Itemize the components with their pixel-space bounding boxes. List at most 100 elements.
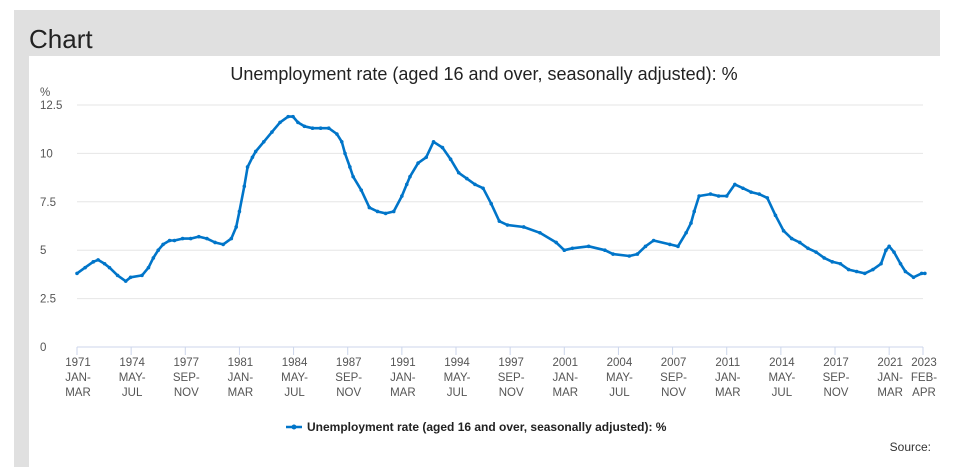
x-tick-year: 1977 (173, 357, 199, 369)
x-tick-year: 1971 (65, 357, 91, 369)
data-point (903, 269, 908, 274)
x-tick-period: NOV (336, 387, 361, 399)
data-point (773, 213, 778, 218)
chart-panel (29, 56, 962, 467)
data-point (310, 126, 315, 131)
data-point (814, 250, 818, 254)
data-point (887, 244, 891, 249)
x-tick-period: SEP- (335, 372, 362, 384)
data-point (400, 194, 404, 198)
x-tick-period: NOV (824, 387, 849, 399)
data-point (838, 261, 843, 266)
data-point (911, 275, 916, 280)
data-point (245, 165, 250, 169)
data-point (871, 267, 875, 272)
data-point (822, 256, 826, 260)
y-tick-label: 12.5 (40, 100, 62, 112)
data-point (146, 265, 151, 270)
data-point (798, 240, 802, 245)
x-tick-period: SEP- (498, 372, 525, 384)
x-tick-year: 2017 (823, 357, 849, 369)
data-point (781, 229, 786, 233)
x-tick-period: JUL (447, 387, 468, 399)
legend: Unemployment rate (aged 16 and over, sea… (286, 420, 667, 434)
x-tick-period: SEP- (660, 372, 687, 384)
data-point (481, 186, 485, 191)
data-point (348, 165, 352, 169)
data-point (884, 248, 888, 252)
legend-label: Unemployment rate (aged 16 and over, sea… (307, 420, 667, 434)
data-point (221, 242, 225, 247)
data-point (237, 209, 242, 214)
y-axis-unit: % (40, 87, 50, 99)
x-tick-period: JUL (609, 387, 630, 399)
data-point (75, 271, 79, 276)
data-point (115, 273, 120, 278)
data-point (854, 269, 859, 274)
data-point (302, 124, 307, 129)
data-point (375, 209, 380, 214)
data-point (188, 236, 193, 241)
data-point (167, 238, 172, 243)
data-point (465, 176, 469, 181)
data-point (128, 275, 133, 280)
x-tick-period: MAR (715, 387, 741, 399)
data-point (741, 186, 745, 191)
data-point (351, 174, 355, 179)
data-point (923, 271, 927, 276)
x-tick-period: MAY- (606, 372, 633, 384)
x-tick-period: MAY- (281, 372, 308, 384)
data-point (286, 114, 290, 119)
data-point (326, 126, 331, 131)
data-point (692, 209, 697, 214)
x-tick-year: 1981 (228, 357, 254, 369)
legend-marker-icon (291, 424, 297, 430)
data-point (296, 120, 300, 125)
x-tick-period: MAY- (768, 372, 795, 384)
data-point (213, 240, 217, 245)
x-tick-period: JAN- (715, 372, 741, 384)
data-point (627, 254, 632, 258)
x-tick-year: 2004 (607, 357, 633, 369)
data-point (343, 151, 347, 156)
data-point (919, 271, 924, 276)
data-point (408, 174, 412, 179)
data-point (892, 250, 896, 254)
data-point (123, 279, 128, 283)
x-tick-year: 2001 (552, 357, 578, 369)
x-tick-year: 1987 (336, 357, 362, 369)
data-point (102, 261, 107, 266)
data-point (96, 258, 100, 262)
x-tick-year: 1991 (390, 357, 416, 369)
data-point (505, 223, 510, 227)
data-point (180, 236, 185, 241)
data-point (359, 188, 364, 192)
x-tick-period: JAN- (553, 372, 579, 384)
data-point (261, 139, 266, 144)
section-heading: Chart (29, 24, 93, 54)
x-tick-year: 2007 (661, 357, 687, 369)
data-point (898, 261, 903, 266)
y-tick-label: 10 (40, 148, 53, 160)
x-tick-period: APR (912, 387, 936, 399)
y-tick-label: 2.5 (40, 294, 56, 306)
x-tick-year: 1984 (282, 357, 308, 369)
data-point (229, 236, 234, 241)
data-point (765, 196, 770, 200)
x-tick-period: MAR (228, 387, 254, 399)
data-point (383, 211, 388, 216)
x-tick-year: 2014 (769, 357, 795, 369)
x-tick-year: 2023 (911, 357, 937, 369)
data-point (448, 157, 453, 162)
data-point (757, 192, 762, 196)
data-point (391, 209, 396, 214)
data-point (846, 267, 851, 272)
data-point (197, 234, 201, 239)
data-point (253, 149, 258, 154)
x-tick-period: NOV (661, 387, 686, 399)
series-line (76, 115, 925, 283)
data-point (270, 130, 274, 134)
data-point (473, 182, 477, 187)
data-point (107, 265, 112, 270)
